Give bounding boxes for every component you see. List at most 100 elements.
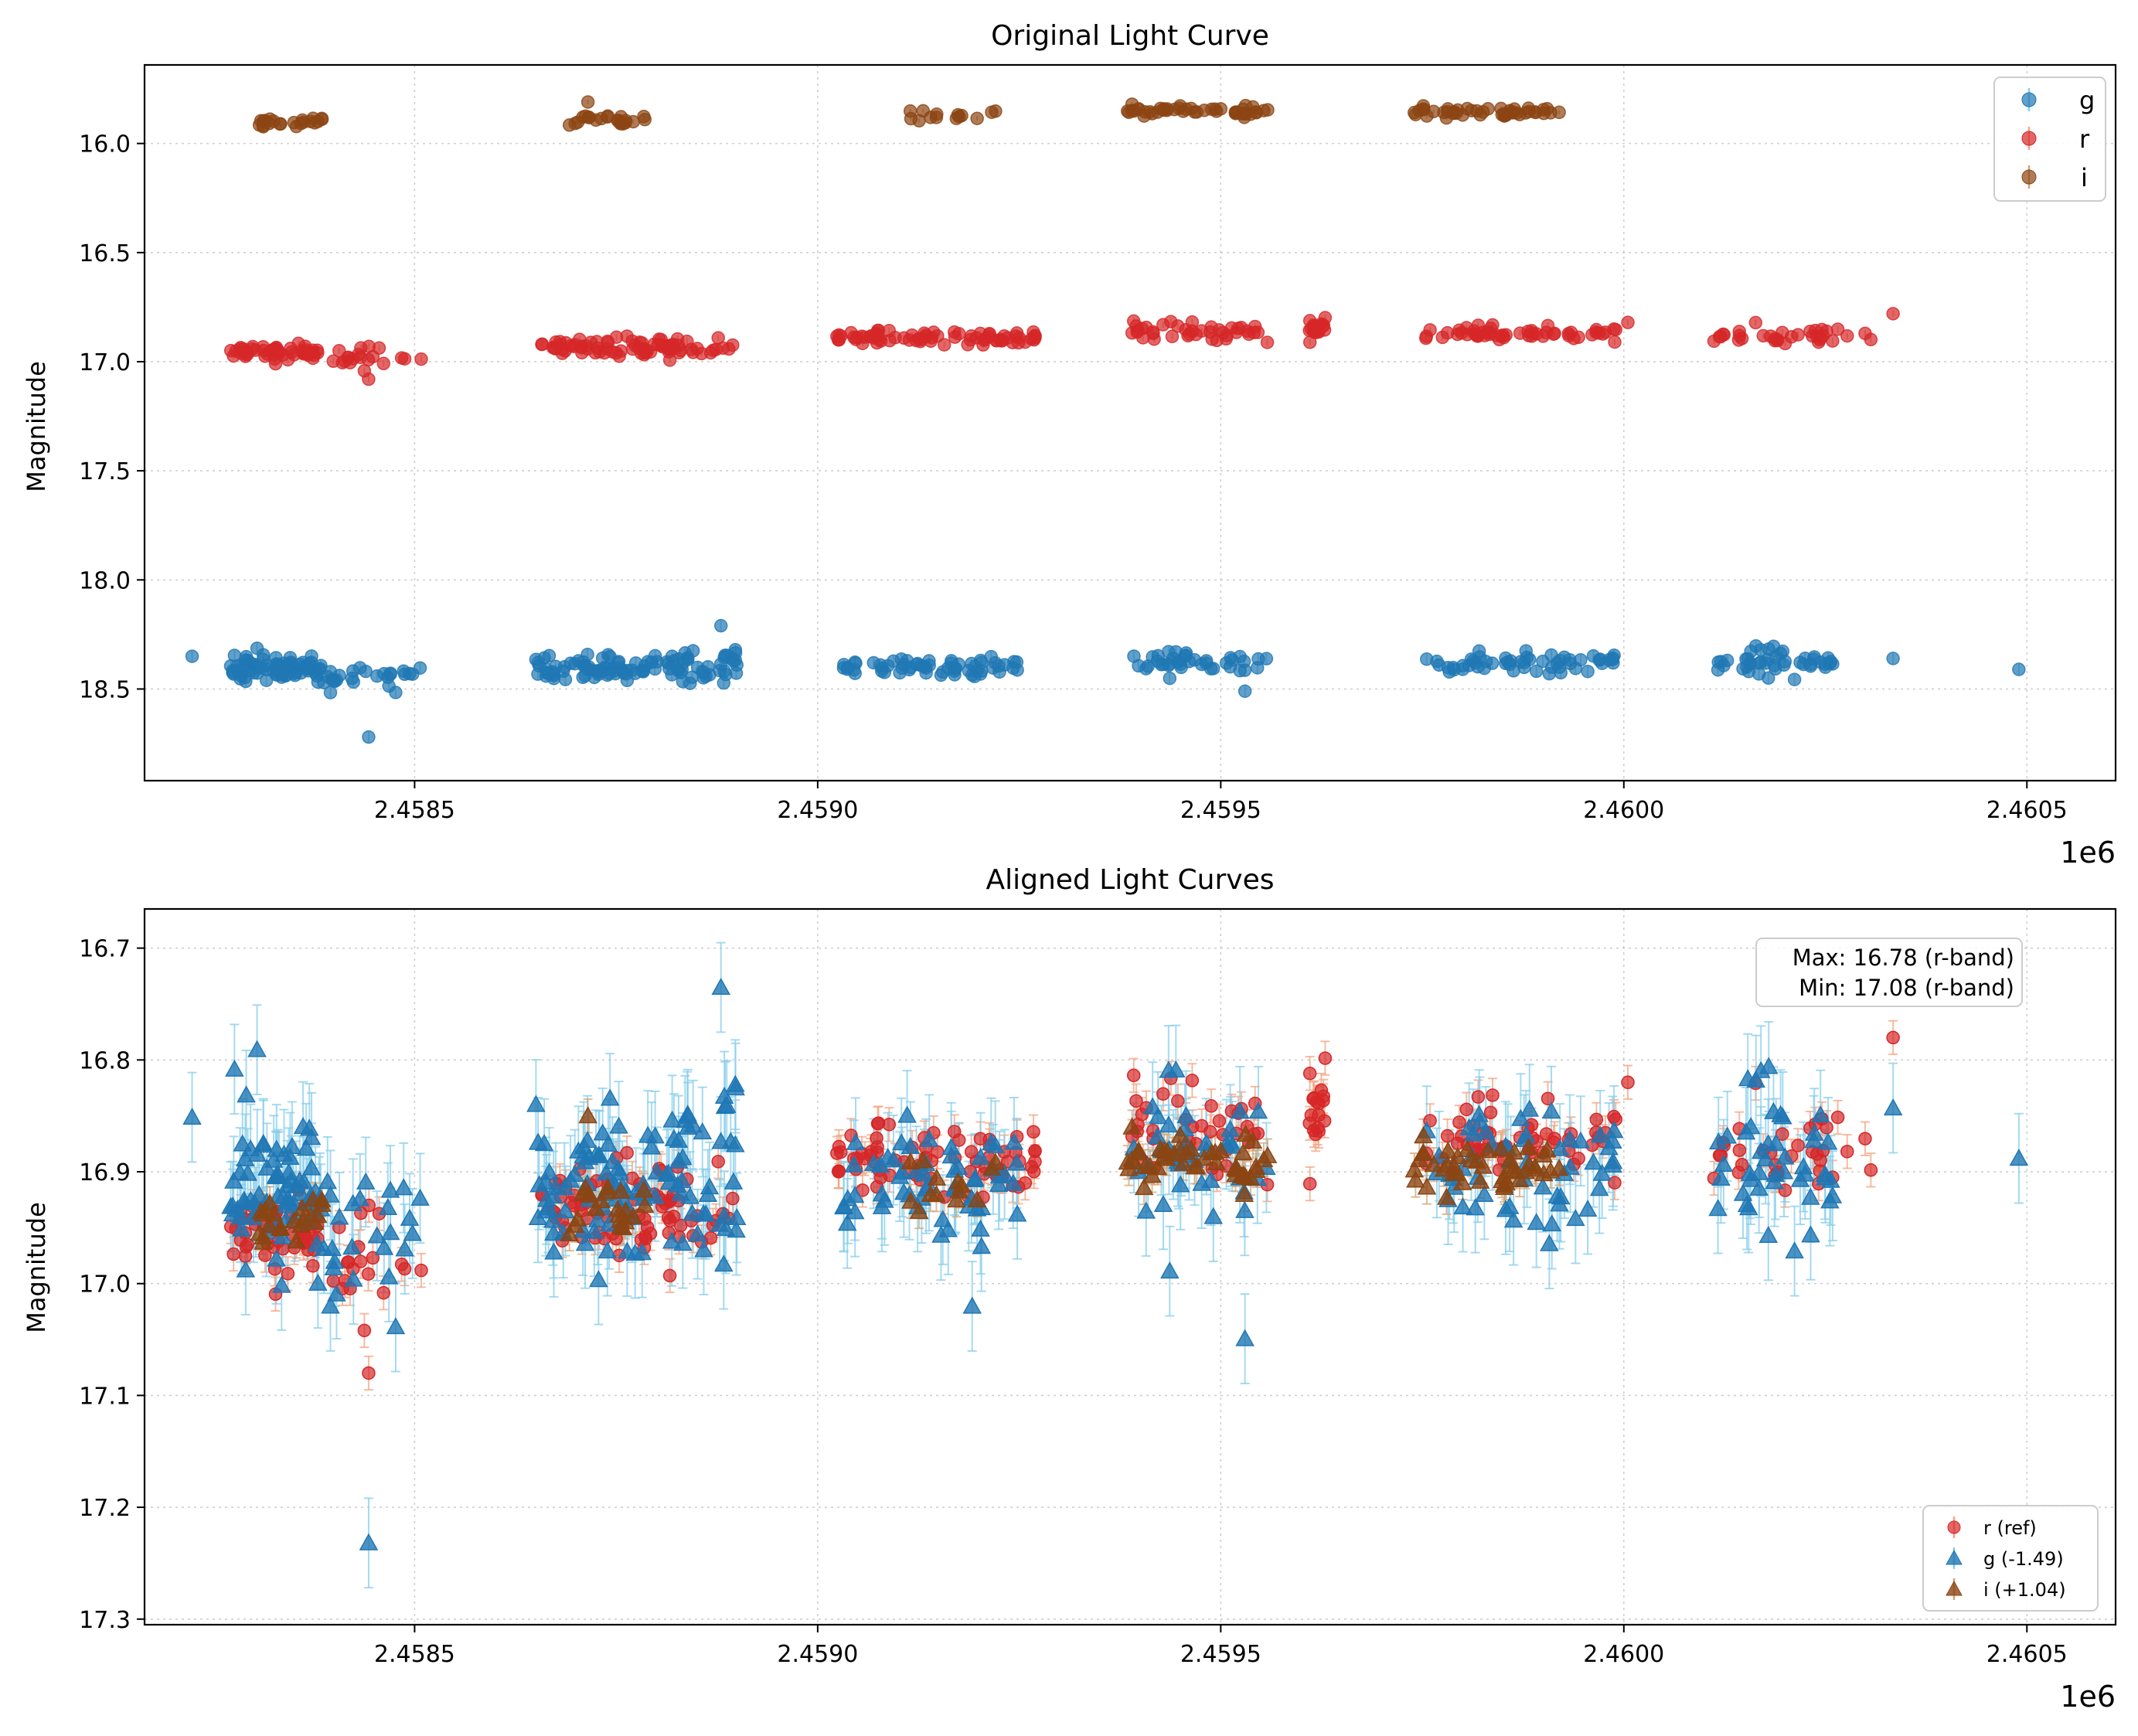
- original-ytick-label: 18.5: [79, 676, 131, 703]
- data-point-g: [628, 656, 643, 670]
- aligned-point-r: [638, 1229, 652, 1244]
- data-point-g: [895, 661, 909, 676]
- data-point-g: [1250, 661, 1265, 675]
- data-point-g: [662, 662, 676, 676]
- data-point-i: [1476, 105, 1490, 119]
- data-point-r: [246, 339, 260, 354]
- data-point-i: [1552, 105, 1566, 120]
- data-point-r: [1318, 311, 1333, 325]
- data-point-r: [711, 331, 725, 345]
- aligned-point-r: [357, 1323, 372, 1338]
- data-point-g: [563, 656, 577, 670]
- data-point-r: [1231, 322, 1245, 335]
- data-point-i: [267, 114, 281, 128]
- aligned-point-r: [226, 1247, 240, 1261]
- data-point-r: [690, 342, 704, 356]
- data-point-r: [1791, 328, 1805, 342]
- data-point-g: [1748, 638, 1763, 653]
- data-point-r: [1455, 325, 1469, 340]
- data-point-g: [369, 669, 384, 683]
- data-point-g: [729, 666, 744, 680]
- data-point-g: [1787, 672, 1802, 686]
- chart-title-aligned: Aligned Light Curves: [986, 864, 1275, 896]
- data-point-r: [1806, 328, 1820, 343]
- data-point-r: [609, 330, 624, 344]
- aligned-point-r: [276, 1241, 290, 1256]
- data-point-g: [312, 662, 326, 676]
- data-point-r: [284, 341, 298, 356]
- data-point-r: [637, 348, 652, 362]
- data-point-r: [1194, 324, 1209, 338]
- aligned-point-r: [238, 1249, 253, 1263]
- data-point-r: [332, 344, 346, 358]
- original-ytick-label: 17.5: [79, 458, 131, 485]
- data-point-g: [919, 665, 933, 680]
- data-point-r: [555, 342, 570, 356]
- chart-title-original: Original Light Curve: [991, 20, 1269, 52]
- data-point-r: [1547, 327, 1561, 342]
- data-point-r: [1435, 330, 1449, 345]
- data-point-r: [343, 356, 357, 369]
- data-point-r: [1826, 334, 1840, 348]
- data-point-g: [578, 659, 592, 673]
- data-point-r: [937, 338, 952, 352]
- original-ytick-label: 16.5: [79, 240, 131, 267]
- data-point-r: [1771, 333, 1785, 347]
- data-point-g: [254, 661, 269, 675]
- data-point-g: [1200, 654, 1214, 668]
- data-point-r: [1419, 329, 1434, 343]
- aligned-point-r: [703, 1231, 718, 1245]
- data-point-r: [268, 342, 282, 356]
- data-point-g: [1581, 664, 1595, 679]
- data-point-g: [1178, 649, 1192, 663]
- data-point-i: [614, 117, 628, 131]
- data-point-r: [832, 332, 846, 347]
- data-point-r: [1260, 335, 1275, 349]
- data-point-i: [570, 115, 585, 129]
- data-point-g: [1536, 654, 1550, 669]
- data-point-r: [414, 352, 428, 366]
- data-point-r: [969, 331, 984, 345]
- data-point-i: [903, 104, 918, 118]
- data-point-r: [1621, 315, 1635, 329]
- data-point-i: [970, 111, 984, 125]
- legend-marker-g: [2021, 92, 2037, 107]
- data-point-g: [1141, 659, 1155, 673]
- original-xtick-label: 2.4600: [1583, 797, 1664, 824]
- legend-marker-r: [2021, 131, 2037, 146]
- data-point-r: [672, 339, 686, 352]
- data-point-g: [250, 641, 264, 655]
- aligned-point-r: [726, 1191, 740, 1206]
- data-point-r: [1028, 328, 1042, 343]
- data-point-i: [1507, 102, 1522, 116]
- data-point-i: [1427, 104, 1441, 119]
- data-point-g: [362, 730, 376, 744]
- data-point-g: [703, 668, 717, 682]
- legend-label-g: g: [2079, 86, 2095, 115]
- data-point-r: [1732, 328, 1747, 343]
- original-ytick-label: 16.0: [79, 131, 131, 158]
- data-point-g: [239, 674, 253, 689]
- aligned-point-r: [353, 1254, 368, 1268]
- data-point-r: [1251, 325, 1265, 339]
- aligned-point-r: [1018, 1176, 1033, 1190]
- aligned-point-r: [662, 1210, 676, 1225]
- data-point-g: [1238, 684, 1252, 698]
- legend-original: g r i: [1993, 77, 2106, 202]
- aligned-point-r: [376, 1285, 390, 1300]
- data-point-r: [870, 329, 884, 343]
- data-point-g: [403, 666, 417, 681]
- data-point-r: [590, 335, 604, 349]
- data-point-r: [1135, 331, 1150, 345]
- data-point-g: [866, 655, 880, 670]
- aligned-point-r: [711, 1155, 725, 1169]
- data-point-g: [720, 648, 734, 662]
- data-point-g: [968, 669, 982, 683]
- data-point-r: [1858, 326, 1872, 341]
- data-point-r: [612, 349, 626, 363]
- data-point-g: [975, 655, 989, 669]
- data-point-r: [361, 352, 376, 367]
- aligned-point-r: [397, 1261, 412, 1276]
- aligned-point-r: [830, 1146, 844, 1160]
- data-point-g: [1823, 655, 1838, 669]
